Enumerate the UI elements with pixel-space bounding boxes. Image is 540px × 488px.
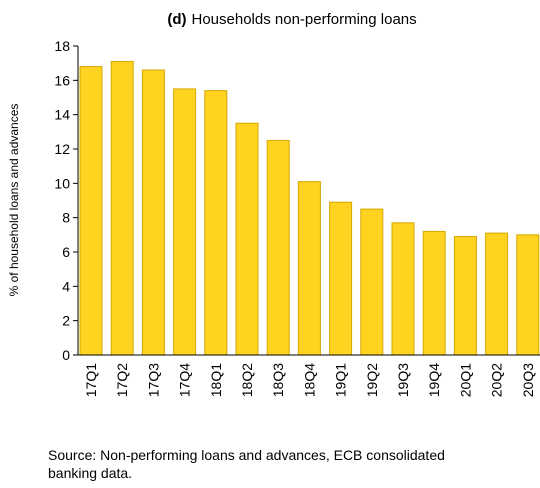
bar-19Q2	[360, 208, 384, 356]
bar-20Q2	[485, 232, 509, 356]
x-tick-label: 19Q1	[333, 363, 349, 397]
bar-20Q3	[516, 234, 540, 356]
chart-title-text: Households non-performing loans	[192, 11, 417, 28]
x-tick-label: 18Q3	[270, 363, 286, 397]
y-tick-label: 14	[54, 107, 70, 123]
bars	[79, 60, 540, 356]
chart-title-prefix: (d)	[167, 11, 186, 28]
y-tick-label: 10	[54, 175, 70, 191]
bar-17Q2	[110, 60, 134, 356]
x-tick-label: 19Q3	[395, 363, 411, 397]
y-axis-label: % of household loans and advances	[7, 104, 21, 297]
y-tick-label: 12	[54, 141, 70, 157]
bar-19Q4	[422, 230, 446, 356]
x-tick-label: 18Q2	[239, 363, 255, 397]
x-tick-label: 18Q4	[301, 363, 317, 397]
y-tick-label: 4	[62, 278, 70, 294]
x-tick-label: 20Q3	[520, 363, 536, 397]
bar-17Q3	[141, 69, 165, 356]
bar-17Q1	[79, 66, 103, 356]
y-tick-label: 8	[62, 210, 70, 226]
bar-17Q4	[173, 88, 197, 356]
bar-18Q1	[204, 90, 228, 356]
y-tick-label: 2	[62, 313, 70, 329]
y-tick-label: 18	[54, 38, 70, 54]
bar-18Q2	[235, 122, 259, 356]
x-tick-label: 19Q4	[426, 363, 442, 397]
x-tick-label: 19Q2	[364, 363, 380, 397]
bar-chart: (d) Households non-performing loans % of …	[7, 11, 540, 397]
bar-20Q1	[453, 236, 477, 356]
x-tick-label: 18Q1	[208, 363, 224, 397]
bar-19Q1	[329, 201, 353, 356]
y-tick-label: 16	[54, 72, 70, 88]
bar-19Q3	[391, 222, 415, 356]
x-tick-label: 17Q2	[114, 363, 130, 397]
x-axis: 17Q1 17Q2 17Q3 17Q4 18Q1 18Q2 18Q3 18Q4 19Q1 19Q2…	[78, 354, 540, 397]
x-tick-label: 17Q1	[83, 363, 99, 397]
y-tick-label: 0	[62, 347, 70, 363]
x-tick-label: 17Q4	[177, 363, 193, 397]
y-tick-label: 6	[62, 244, 70, 260]
bar-18Q4	[297, 181, 321, 356]
x-tick-label: 17Q3	[145, 363, 161, 397]
y-axis: 0 2 4 6 8 10 12 14 16 18	[54, 38, 79, 363]
chart-title: (d) Households non-performing loans	[167, 11, 416, 28]
bar-18Q3	[266, 139, 290, 356]
x-tick-label: 20Q1	[457, 363, 473, 397]
source-note: Source: Non-performing loans and advance…	[48, 447, 445, 481]
x-tick-label: 20Q2	[489, 363, 505, 397]
